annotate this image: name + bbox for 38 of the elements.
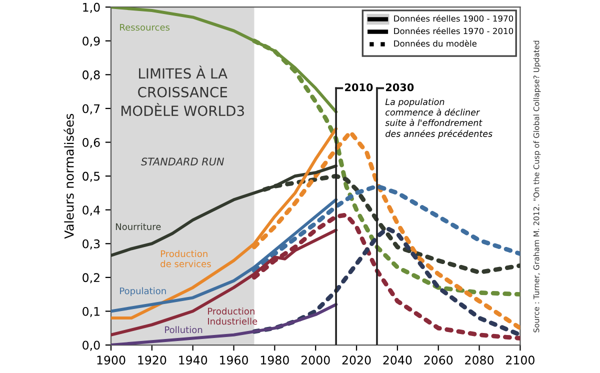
x-tick-label: 1960 [220,356,248,365]
x-tick-label: 1920 [138,356,166,365]
y-tick-label: 0,4 [82,206,100,216]
x-tick-label: 1900 [97,356,126,365]
annotation: Données réelles 1970 - 2010 [394,27,514,34]
annotation: Données du modèle [394,40,477,47]
x-tick-label: 2080 [465,356,494,365]
x-tick-label: 1940 [179,356,208,365]
y-tick-label: 0,3 [82,239,100,250]
ref-line-label: 2030 [386,83,414,92]
series-label: Population [120,287,166,296]
line-series [111,302,338,346]
y-tick-label: 0,7 [82,104,100,114]
annotation: La population commence à décliner suite à l'effondrement des années précédentes [385,98,492,139]
y-axis-title: Valeurs normalisées [64,114,74,239]
y-tick-label: 0,6 [82,138,100,148]
y-tick-label: 0,2 [82,273,100,284]
text: LIMITES À LA CROISSANCE MODÈLE WORLD3 [122,66,244,116]
x-tick-label: 2060 [424,356,453,365]
x-tick-label: 2020 [342,356,371,365]
y-tick-label: 0,8 [82,70,100,81]
series-label: Production Industrielle [208,308,258,325]
x-tick-label: 2000 [301,356,330,365]
text: STANDARD RUN [141,158,224,166]
series-label: Ressources [120,24,170,31]
y-tick-label: 0,9 [82,36,100,47]
series-label: Production de services [160,250,211,268]
y-tick-label: 0,1 [82,306,100,318]
y-tick-label: 0,5 [82,172,100,182]
y-tick-label: 1,0 [83,2,100,13]
series-label: Nourriture [116,223,161,230]
x-tick-label: 2100 [506,356,534,365]
series-label: Pollution [165,326,202,334]
x-tick-label: 2040 [383,356,412,365]
y-tick-label: 0,0 [82,340,100,351]
x-tick-label: 1980 [260,356,289,365]
ref-line-label: 2010 [345,83,373,92]
annotation: Données réelles 1900 - 1970 [394,14,514,22]
